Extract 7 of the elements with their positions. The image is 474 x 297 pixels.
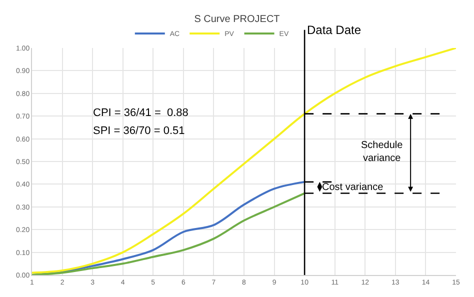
- chart-title: S Curve PROJECT: [194, 14, 280, 25]
- ref-line-label: Data Date: [307, 23, 362, 37]
- annotation: Schedule variance: [361, 140, 404, 164]
- line-series: [32, 48, 456, 274]
- annotation: Cost variance: [322, 182, 384, 193]
- annotation: SPI = 36/70 = 0.51: [93, 125, 185, 137]
- annotation: CPI = 36/41 = 0.88: [93, 107, 188, 119]
